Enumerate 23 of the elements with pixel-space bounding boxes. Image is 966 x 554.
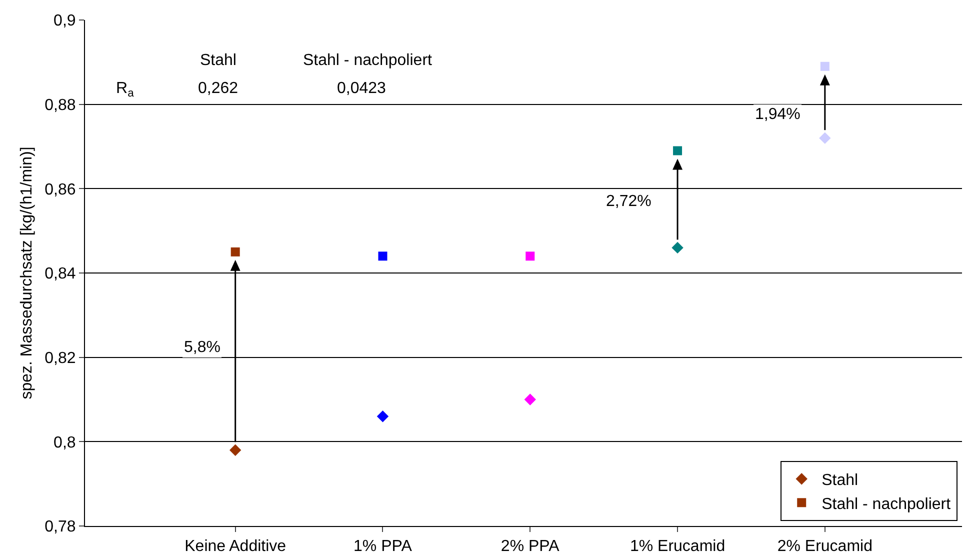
annotation: R$_{a}$ <box>116 80 135 100</box>
y-tick-label: 0,88 <box>44 96 76 114</box>
x-tick-label: 2% PPA <box>500 538 560 554</box>
annotation: 1,94% <box>755 106 800 123</box>
annotation: 0,262 <box>198 80 238 97</box>
y-tick-label: 0,9 <box>54 12 76 30</box>
y-tick-label: 0,8 <box>54 434 76 452</box>
y-axis-title: spez. Massedurchsatz [kg/(h1/min)] <box>18 146 36 400</box>
legend-label: Stahl <box>822 472 858 490</box>
y-tick-label: 0,84 <box>44 266 76 283</box>
y-tick-label: 0,86 <box>44 181 76 198</box>
annotation: Stahl - nachpoliert <box>303 52 433 69</box>
x-tick-label: 1% Erucamid <box>630 538 726 554</box>
legend-label: Stahl - nachpoliert <box>822 496 952 513</box>
annotation: 5,8% <box>184 339 220 356</box>
annotation: 0,0423 <box>337 80 386 97</box>
x-tick-label: 2% Erucamid <box>777 538 872 554</box>
y-tick-label: 0,82 <box>44 350 76 367</box>
annotation: 2,72% <box>606 193 652 210</box>
annotation: Stahl <box>200 52 236 69</box>
x-tick-label: 1% PPA <box>354 538 412 554</box>
x-tick-label: Keine Additive <box>184 538 286 554</box>
y-tick-label: 0,78 <box>44 518 76 536</box>
